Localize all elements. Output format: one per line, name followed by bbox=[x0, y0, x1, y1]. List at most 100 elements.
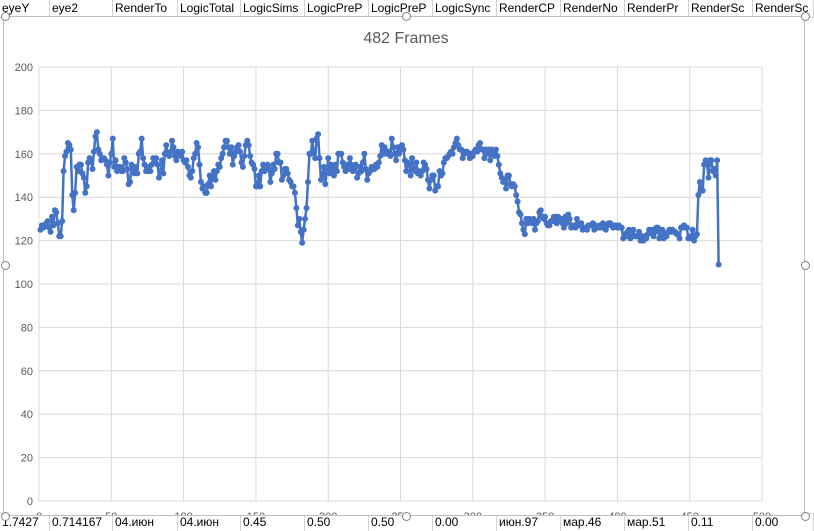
data-point bbox=[381, 144, 388, 151]
data-point bbox=[501, 176, 508, 183]
sheet-cell[interactable]: 1.7427 bbox=[0, 514, 50, 531]
data-point bbox=[534, 218, 541, 225]
data-point bbox=[112, 157, 119, 164]
sheet-cell[interactable]: LogicSync bbox=[433, 0, 497, 17]
data-point bbox=[531, 226, 538, 233]
data-point bbox=[303, 205, 310, 212]
data-point bbox=[481, 155, 488, 162]
data-point bbox=[108, 150, 115, 157]
y-tick-label: 20 bbox=[21, 453, 33, 465]
data-point bbox=[96, 150, 103, 157]
sheet-cell[interactable]: июн.97 bbox=[497, 514, 561, 531]
sheet-cell[interactable]: мар.46 bbox=[561, 514, 625, 531]
data-point bbox=[268, 170, 275, 177]
resize-handle-top-left[interactable] bbox=[1, 12, 10, 21]
y-axis-ticks: 0 20 40 60 80 100 120 140 160 180 200 bbox=[15, 62, 33, 508]
data-point bbox=[236, 148, 243, 155]
sheet-cell[interactable]: 04.июн bbox=[178, 514, 241, 531]
data-point bbox=[93, 129, 100, 136]
data-point bbox=[154, 161, 161, 168]
data-point bbox=[208, 183, 215, 190]
y-tick-label: 0 bbox=[27, 496, 33, 508]
sheet-cell[interactable]: RenderSc bbox=[689, 0, 753, 17]
sheet-cell[interactable]: 0.50 bbox=[369, 514, 433, 531]
data-point bbox=[216, 163, 223, 170]
sheet-cell[interactable]: 0.00 bbox=[433, 514, 497, 531]
sheet-cell[interactable]: LogicPreP bbox=[305, 0, 369, 17]
data-point bbox=[57, 233, 64, 240]
data-point bbox=[267, 179, 274, 186]
data-point bbox=[514, 198, 521, 205]
sheet-cell[interactable]: RenderNo bbox=[561, 0, 625, 17]
data-point bbox=[330, 172, 337, 179]
sheet-cell[interactable]: LogicTotal bbox=[178, 0, 241, 17]
sheet-cell[interactable]: 04.июн bbox=[113, 514, 178, 531]
sheet-cell[interactable]: eyeY bbox=[0, 0, 50, 17]
data-point bbox=[247, 152, 254, 159]
data-point bbox=[294, 222, 301, 229]
data-point bbox=[449, 150, 456, 157]
data-point bbox=[59, 218, 66, 225]
x-tick-label: 500 bbox=[753, 511, 771, 515]
resize-handle-right[interactable] bbox=[801, 261, 810, 270]
data-point bbox=[676, 235, 683, 242]
y-tick-label: 100 bbox=[15, 279, 33, 291]
data-point bbox=[83, 183, 90, 190]
data-point bbox=[426, 185, 433, 192]
resize-handle-bottom[interactable] bbox=[402, 512, 411, 521]
resize-handle-top-right[interactable] bbox=[801, 12, 810, 21]
data-point bbox=[89, 165, 96, 172]
data-point bbox=[47, 228, 54, 235]
sheet-cell[interactable]: 0.45 bbox=[241, 514, 305, 531]
data-point bbox=[403, 168, 410, 175]
sheet-cell[interactable]: LogicSims bbox=[241, 0, 305, 17]
data-point bbox=[712, 172, 719, 179]
sheet-cell[interactable]: 0.714167 bbox=[50, 514, 113, 531]
sheet-cell[interactable]: LogicPreP bbox=[369, 0, 433, 17]
resize-handle-bottom-right[interactable] bbox=[801, 512, 810, 521]
x-tick-label: 50 bbox=[105, 511, 117, 515]
data-point bbox=[219, 150, 226, 157]
data-point bbox=[189, 168, 196, 175]
data-point bbox=[196, 161, 203, 168]
data-point bbox=[274, 150, 281, 157]
x-tick-label: 250 bbox=[391, 511, 409, 515]
sheet-cell[interactable]: RenderPr bbox=[625, 0, 689, 17]
data-point bbox=[494, 152, 501, 159]
data-point bbox=[578, 220, 585, 227]
sheet-cell[interactable]: мар.51 bbox=[625, 514, 689, 531]
data-point bbox=[49, 213, 56, 220]
resize-handle-bottom-left[interactable] bbox=[1, 512, 10, 521]
y-tick-label: 140 bbox=[15, 192, 33, 204]
data-point bbox=[158, 157, 165, 164]
data-point bbox=[132, 163, 139, 170]
data-point bbox=[413, 159, 420, 166]
data-point bbox=[542, 213, 549, 220]
y-tick-label: 200 bbox=[15, 62, 33, 74]
data-point bbox=[322, 181, 329, 188]
sheet-cell[interactable]: eye2 bbox=[50, 0, 113, 17]
data-point bbox=[173, 157, 180, 164]
data-point bbox=[511, 183, 518, 190]
data-point bbox=[359, 159, 366, 166]
sheet-cell[interactable]: 0.50 bbox=[305, 514, 369, 531]
data-point bbox=[361, 150, 368, 157]
data-point bbox=[560, 224, 567, 231]
sheet-cell[interactable]: 0.11 bbox=[689, 514, 753, 531]
x-tick-label: 350 bbox=[536, 511, 554, 515]
resize-handle-left[interactable] bbox=[1, 261, 10, 270]
data-point bbox=[453, 135, 460, 142]
chart-area[interactable]: 482 Frames 0 20 40 60 80 100 120 140 160 180 200 0… bbox=[3, 16, 805, 516]
data-point bbox=[156, 174, 163, 181]
data-point bbox=[332, 161, 339, 168]
data-point bbox=[315, 131, 322, 138]
data-point bbox=[714, 157, 721, 164]
line-chart: 482 Frames 0 20 40 60 80 100 120 140 160 180 200 0… bbox=[15, 30, 772, 515]
data-point bbox=[711, 165, 718, 172]
data-point bbox=[310, 148, 317, 155]
resize-handle-top[interactable] bbox=[402, 12, 411, 21]
sheet-cell[interactable]: RenderCP bbox=[497, 0, 561, 17]
data-point bbox=[430, 172, 437, 179]
sheet-cell[interactable]: RenderTo bbox=[113, 0, 178, 17]
data-point bbox=[163, 142, 170, 149]
